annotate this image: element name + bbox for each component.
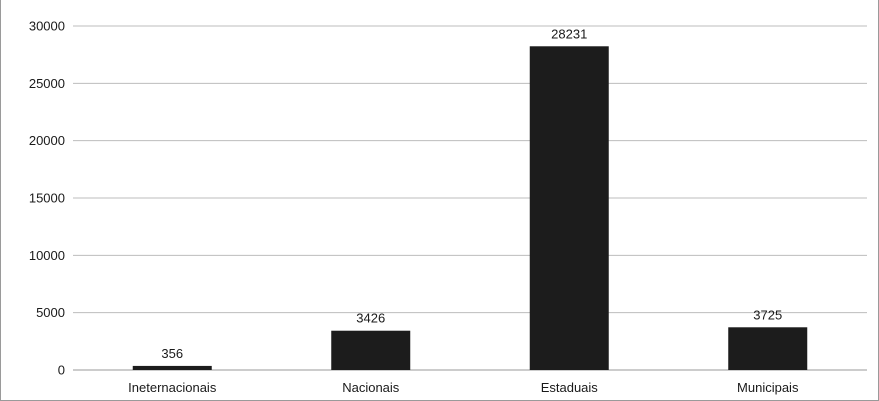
data-labels: 356 3426 28231 3725 bbox=[161, 26, 782, 361]
x-category-label: Nacionais bbox=[342, 380, 400, 395]
x-axis-categories: Ineternacionais Nacionais Estaduais Municip… bbox=[128, 380, 799, 395]
bar-nacionais bbox=[331, 330, 411, 370]
y-tick-label: 5000 bbox=[36, 305, 65, 320]
x-category-label: Ineternacionais bbox=[128, 380, 217, 395]
x-category-label: Estaduais bbox=[541, 380, 599, 395]
grid-lines bbox=[73, 25, 867, 371]
bar-ineternacionais bbox=[132, 365, 212, 370]
data-label: 3426 bbox=[356, 311, 385, 326]
bar-estaduais bbox=[529, 46, 609, 370]
x-category-label: Municipais bbox=[737, 380, 799, 395]
bars bbox=[132, 46, 808, 370]
data-label: 356 bbox=[161, 346, 183, 361]
y-tick-label: 30000 bbox=[29, 19, 65, 34]
data-label: 3725 bbox=[753, 307, 782, 322]
y-tick-label: 15000 bbox=[29, 191, 65, 206]
y-tick-label: 25000 bbox=[29, 76, 65, 91]
y-axis-ticks: 0 5000 10000 15000 20000 25000 30000 bbox=[29, 19, 65, 378]
y-tick-label: 20000 bbox=[29, 133, 65, 148]
data-label: 28231 bbox=[551, 26, 587, 41]
bar-municipais bbox=[728, 327, 808, 370]
y-tick-label: 10000 bbox=[29, 248, 65, 263]
y-tick-label: 0 bbox=[58, 363, 65, 378]
